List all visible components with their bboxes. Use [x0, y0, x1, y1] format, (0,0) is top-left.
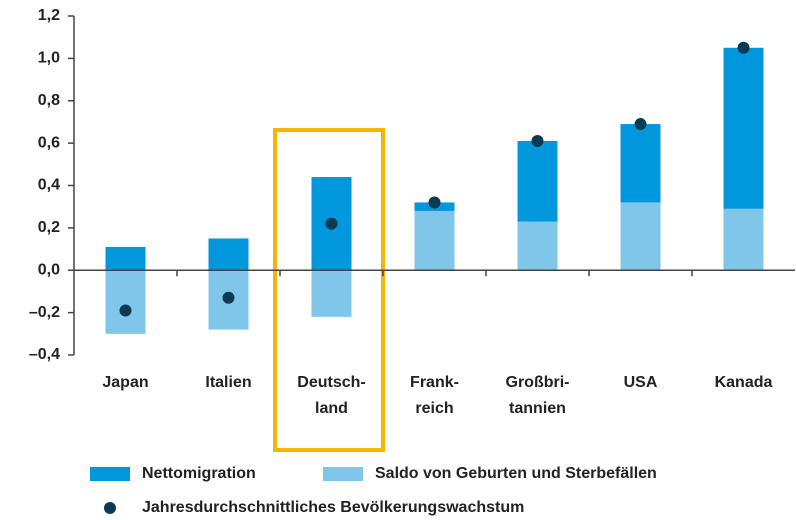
x-tick-label: Kanada [715, 374, 773, 391]
bar [105, 270, 146, 334]
bar [620, 202, 661, 271]
y-tick-label: 0,0 [38, 261, 60, 278]
bar [723, 208, 764, 271]
y-tick-label: 0,2 [38, 219, 60, 236]
bar [105, 246, 146, 271]
y-tick-label: 0,8 [38, 92, 60, 109]
highlight-box [273, 128, 385, 452]
y-tick-label: –0,2 [29, 304, 60, 321]
legend-label: Nettomigration [142, 465, 256, 482]
dot [222, 291, 235, 304]
y-tick-label: 1,2 [38, 7, 60, 24]
bar [620, 124, 661, 203]
x-tick-label: reich [415, 400, 453, 417]
x-tick-label: Italien [205, 374, 251, 391]
bar [517, 141, 558, 222]
bar [414, 210, 455, 271]
legend-dot [104, 502, 116, 514]
x-tick-label: Japan [102, 374, 148, 391]
legend-label: Jahresdurchschnittliches Bevölkerungswac… [142, 499, 524, 516]
legend-swatch [323, 467, 363, 481]
y-tick-label: 0,4 [38, 177, 60, 194]
dot [428, 196, 441, 209]
bar [517, 221, 558, 271]
dot [119, 304, 132, 317]
x-tick-label: Großbri- [506, 374, 570, 391]
dot [325, 217, 338, 230]
y-tick-label: 0,6 [38, 134, 60, 151]
x-tick-label: Frank- [410, 374, 459, 391]
x-tick-label: Deutsch- [297, 374, 365, 391]
x-tick-label: tannien [509, 400, 566, 417]
dot [737, 41, 750, 54]
y-tick-label: –0,4 [29, 346, 60, 363]
bar [723, 47, 764, 209]
dot [531, 135, 544, 148]
bar [311, 270, 352, 317]
dot [634, 118, 647, 131]
bar [208, 238, 249, 271]
y-tick-label: 1,0 [38, 50, 60, 67]
legend-label: Saldo von Geburten und Sterbefällen [375, 465, 657, 482]
x-tick-label: USA [624, 374, 658, 391]
x-tick-label: land [315, 400, 348, 417]
legend-swatch [90, 467, 130, 481]
